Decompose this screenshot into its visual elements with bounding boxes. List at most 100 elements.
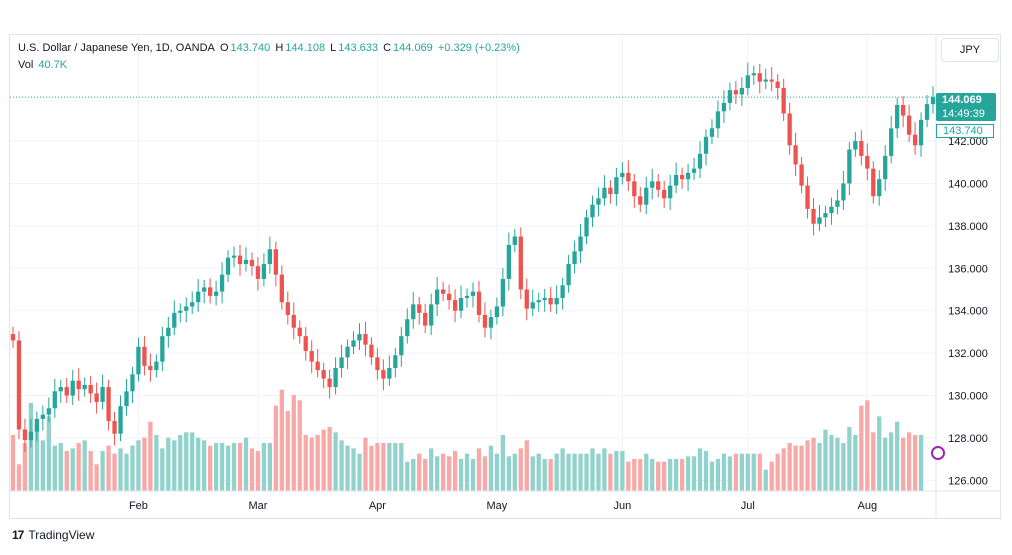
candle-body [46,408,51,415]
candle-body [321,370,326,379]
volume-bar [662,461,667,491]
candle-body [650,181,655,188]
volume-bar [16,464,22,491]
candle-body [793,145,798,165]
volume-bar [321,429,326,491]
volume-bar [506,456,511,491]
volume-bar [769,461,774,491]
candle-body [811,208,816,224]
candle-body [841,183,846,201]
chart-canvas[interactable]: 142.000 140.000 138.000 136.000 134.000 132.0… [10,35,1000,518]
volume-bar [673,459,679,491]
legend-low-label: L [330,42,337,54]
time-tick-label: Feb [129,500,148,512]
candle-body [482,314,488,328]
candle-body [769,79,774,82]
candle-body [76,380,81,390]
candle-body [64,387,69,396]
time-tick-label: Jun [613,500,631,512]
candle-body [369,344,374,358]
price-tick-label: 130.000 [948,391,988,403]
candle-body [327,378,332,388]
volume-bar [381,443,386,491]
volume-bar [166,437,171,491]
volume-bar [733,453,739,491]
volume-bar [763,469,768,491]
volume-bar [542,459,547,491]
volume-bar [267,443,273,491]
volume-bar [548,459,553,491]
volume-bar [482,456,488,491]
candle-body [70,380,75,396]
volume-bar [70,448,75,491]
candle-body [273,249,279,275]
volume-bar [895,421,900,491]
candle-body [160,336,165,362]
volume-bar [452,451,458,491]
volume-bar [309,437,314,491]
volume-bar [106,445,111,491]
volume-bar [476,448,482,491]
candle-body [745,75,750,89]
volume-bar [614,451,619,491]
candle-body [859,141,864,156]
legend-open-value: 143.740 [230,42,271,54]
volume-bar [691,456,697,491]
volume-bar [202,440,207,491]
volume-bar [751,453,756,491]
volume-bar [393,443,398,491]
candle-body [775,81,780,89]
volume-bar [715,459,721,491]
volume-bar [207,445,213,491]
time-tick-label: Mar [248,500,267,512]
volume-bar [285,411,290,491]
candle-body [172,312,177,328]
volume-bar [136,440,141,491]
volume-bar [351,448,356,491]
volume-bar [566,453,571,491]
volume-bar [650,459,655,491]
volume-bar [793,445,798,491]
volume-bar [644,453,649,491]
candle-body [303,336,308,352]
candle-body [28,431,34,441]
time-axis[interactable]: Feb Mar Apr May Jun Jul Aug [129,500,877,512]
candle-body [112,421,117,434]
legend-symbol[interactable]: U.S. Dollar / Japanese Yen, 1D, OANDA [18,42,215,54]
candle-body [548,297,553,305]
candle-body [237,255,243,265]
volume-bar [679,459,685,491]
candle-body [835,200,840,207]
volume-bar [775,453,780,491]
volume-bar [94,464,99,491]
candle-body [429,304,434,326]
time-tick-label: Apr [369,500,386,512]
volume-bar [584,453,589,491]
legend-volume-label[interactable]: Vol [18,59,34,71]
price-tick-label: 128.000 [948,433,988,445]
candle-body [912,134,918,146]
candle-body [853,141,858,150]
volume-bar [865,400,870,491]
legend-close-value: 144.069 [393,42,433,54]
indicator-marker-icon[interactable] [931,446,945,460]
candle-body [823,213,828,218]
volume-bar [518,448,523,491]
currency-button[interactable]: JPY [941,38,999,62]
chart-frame[interactable]: 142.000 140.000 138.000 136.000 134.000 132.0… [9,34,1001,519]
tradingview-logo-icon: 17 [12,528,24,542]
candle-body [721,102,727,112]
candle-body [458,297,464,311]
candle-body [22,429,28,441]
price-tick-label: 132.000 [948,348,988,360]
candle-body [542,297,547,301]
footer-branding[interactable]: 17 TradingView [12,528,94,542]
volume-bar [488,445,494,491]
price-tick-label: 134.000 [948,306,988,318]
volume-bar [560,448,565,491]
volume-bar [859,405,864,491]
price-axis[interactable]: 142.000 140.000 138.000 136.000 134.000 132.0… [948,136,988,487]
volume-bar [423,459,428,491]
candle-body [924,104,930,120]
volume-bar [781,448,786,491]
